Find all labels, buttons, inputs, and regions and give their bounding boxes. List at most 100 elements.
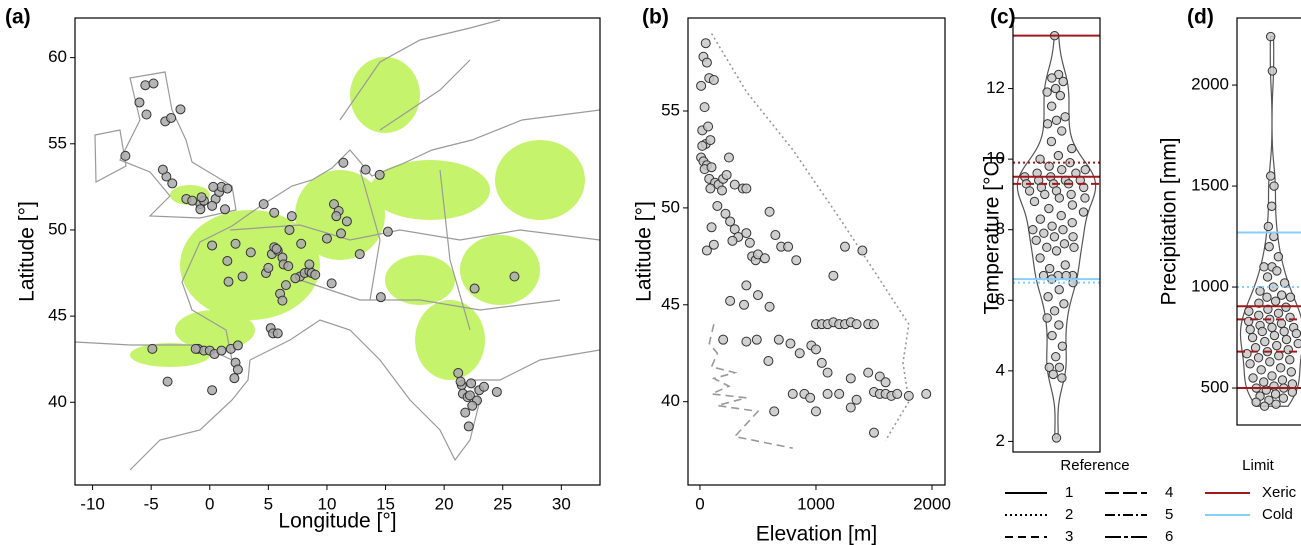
point — [701, 245, 712, 256]
y-tick-label: 60 — [48, 47, 67, 66]
point — [207, 385, 218, 396]
point — [828, 270, 839, 281]
point — [1042, 87, 1052, 97]
point — [752, 290, 763, 301]
point — [1057, 126, 1067, 136]
panel-label: (d) — [1187, 6, 1214, 29]
point — [1067, 143, 1077, 154]
point — [1272, 266, 1282, 276]
point — [770, 230, 781, 241]
point — [1047, 221, 1057, 231]
point — [1274, 351, 1284, 361]
point — [1263, 221, 1274, 232]
point — [1051, 352, 1061, 362]
point — [1285, 292, 1296, 302]
plot-area — [1237, 31, 1301, 411]
point — [1047, 73, 1057, 83]
point — [223, 276, 234, 287]
vegetation-area — [415, 300, 485, 380]
point — [763, 355, 774, 366]
point — [1042, 242, 1052, 253]
panel-label: (a) — [5, 6, 31, 29]
point — [280, 280, 291, 291]
point — [1066, 189, 1076, 200]
point — [1265, 357, 1275, 367]
point — [1042, 313, 1052, 323]
point — [478, 381, 489, 392]
point — [1047, 330, 1057, 341]
point — [1029, 196, 1040, 207]
point — [1031, 235, 1041, 245]
point — [1051, 246, 1062, 256]
point — [167, 178, 178, 189]
coastline — [94, 129, 127, 183]
point — [374, 169, 385, 180]
point — [868, 319, 879, 330]
point — [283, 261, 294, 272]
point — [1054, 362, 1065, 373]
point — [284, 224, 295, 235]
point — [839, 241, 850, 252]
point — [147, 343, 158, 354]
point — [725, 216, 736, 227]
point — [1067, 217, 1077, 228]
point — [466, 378, 477, 389]
coastline — [75, 109, 600, 362]
point — [700, 38, 711, 49]
point — [1060, 260, 1070, 270]
point — [1042, 119, 1053, 129]
vegetation-area — [460, 235, 540, 305]
point — [1260, 336, 1270, 347]
point — [216, 345, 227, 356]
point — [1044, 203, 1054, 214]
point — [245, 247, 256, 258]
point — [741, 228, 752, 239]
y-tick-label: 8 — [996, 219, 1005, 238]
point — [1054, 320, 1064, 330]
point — [1277, 375, 1288, 385]
point — [166, 112, 177, 123]
point — [741, 280, 752, 291]
point — [1054, 193, 1065, 203]
point — [880, 377, 891, 388]
point — [1067, 200, 1078, 210]
point — [805, 392, 816, 403]
point — [1285, 355, 1295, 365]
y-tick-label: 10 — [986, 149, 1005, 168]
point — [467, 400, 478, 411]
map-background — [75, 19, 600, 471]
x-tick-label: 20 — [435, 494, 454, 513]
vegetation-area — [175, 310, 255, 350]
legend-title: Reference — [1060, 457, 1129, 474]
point — [230, 238, 241, 249]
point — [764, 206, 775, 217]
point — [712, 200, 723, 211]
plot-frame — [74, 17, 601, 486]
point — [810, 344, 821, 355]
point — [783, 241, 794, 252]
legend-label: 5 — [1165, 506, 1173, 523]
point — [699, 102, 710, 113]
point — [706, 162, 717, 173]
point — [1049, 232, 1060, 242]
point — [237, 271, 248, 282]
point — [463, 421, 474, 432]
point — [708, 239, 719, 250]
point — [1267, 371, 1277, 381]
point — [1273, 308, 1284, 319]
point — [157, 164, 168, 175]
x-tick-label: 2000 — [913, 494, 951, 513]
point — [1256, 365, 1266, 375]
point — [1057, 373, 1067, 383]
point — [1279, 278, 1290, 288]
plot-area — [120, 78, 520, 432]
point — [1259, 262, 1269, 272]
y-tick-label: 2000 — [1191, 75, 1229, 94]
point — [190, 343, 201, 354]
point — [729, 179, 740, 190]
coastline — [339, 19, 501, 131]
point — [220, 204, 230, 215]
point — [1270, 296, 1281, 306]
point — [263, 262, 274, 273]
point — [764, 301, 775, 312]
